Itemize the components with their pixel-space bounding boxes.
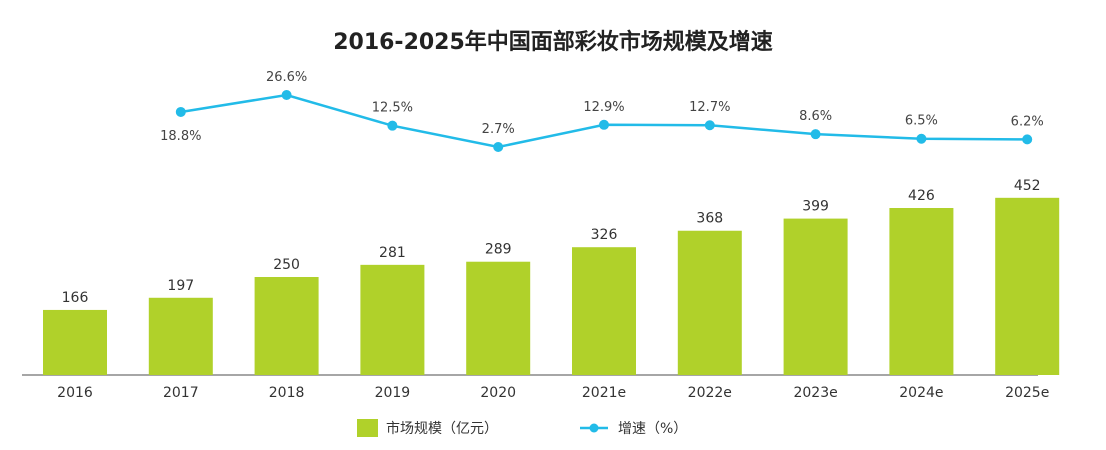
legend-line-label: 增速（%） <box>618 421 687 437</box>
bar-label-2018: 250 <box>273 257 300 273</box>
bar-label-2023e: 399 <box>802 199 829 215</box>
bar-label-2016: 166 <box>62 290 89 306</box>
bar-2024e <box>889 208 954 375</box>
growth-label-2018: 26.6% <box>266 70 307 85</box>
growth-label-2025e: 6.2% <box>1011 114 1044 129</box>
x-tick-2018: 2018 <box>269 385 305 401</box>
bar-2023e <box>783 218 848 375</box>
growth-point-2022e <box>704 120 715 131</box>
x-tick-2024e: 2024e <box>899 385 943 401</box>
bar-label-2019: 281 <box>379 245 406 261</box>
x-tick-2022e: 2022e <box>688 385 732 401</box>
bar-label-2020: 289 <box>485 242 512 258</box>
growth-label-2017: 18.8% <box>160 129 201 144</box>
legend-bar-swatch <box>357 419 378 437</box>
growth-point-2019 <box>387 120 398 131</box>
bar-2025e <box>995 197 1060 375</box>
growth-label-2024e: 6.5% <box>905 114 938 129</box>
legend-line-marker <box>589 423 599 433</box>
x-tick-2017: 2017 <box>163 385 199 401</box>
growth-point-2023e <box>810 129 821 140</box>
bar-label-2022e: 368 <box>696 211 723 227</box>
bar-2019 <box>360 264 425 375</box>
bar-label-2025e: 452 <box>1014 178 1041 194</box>
bar-2016 <box>43 309 107 375</box>
bar-2021e <box>572 247 636 375</box>
growth-label-2019: 12.5% <box>372 101 413 116</box>
bar-2022e <box>677 230 742 375</box>
chart-title: 2016-2025年中国面部彩妆市场规模及增速 <box>333 30 773 55</box>
growth-point-2017 <box>175 106 186 117</box>
x-tick-2019: 2019 <box>375 385 411 401</box>
growth-point-2025e <box>1022 134 1033 145</box>
bar-label-2017: 197 <box>167 278 194 294</box>
legend-bar-label: 市场规模（亿元） <box>386 420 498 437</box>
growth-point-2024e <box>916 133 927 144</box>
bar-label-2024e: 426 <box>908 188 935 204</box>
x-tick-2016: 2016 <box>57 385 93 401</box>
x-tick-2025e: 2025e <box>1005 385 1049 401</box>
growth-label-2021e: 12.9% <box>583 100 624 115</box>
growth-label-2023e: 8.6% <box>799 109 832 124</box>
x-tick-2020: 2020 <box>480 385 516 401</box>
bar-2020 <box>466 261 531 375</box>
x-tick-2023e: 2023e <box>793 385 837 401</box>
growth-label-2022e: 12.7% <box>689 100 730 115</box>
growth-point-2018 <box>281 89 292 100</box>
growth-label-2020: 2.7% <box>482 122 515 137</box>
bar-label-2021e: 326 <box>591 227 618 243</box>
growth-point-2021e <box>599 119 609 130</box>
x-tick-2021e: 2021e <box>582 385 626 401</box>
bar-2017 <box>148 297 213 375</box>
bar-2018 <box>254 277 319 375</box>
growth-point-2020 <box>493 142 504 152</box>
